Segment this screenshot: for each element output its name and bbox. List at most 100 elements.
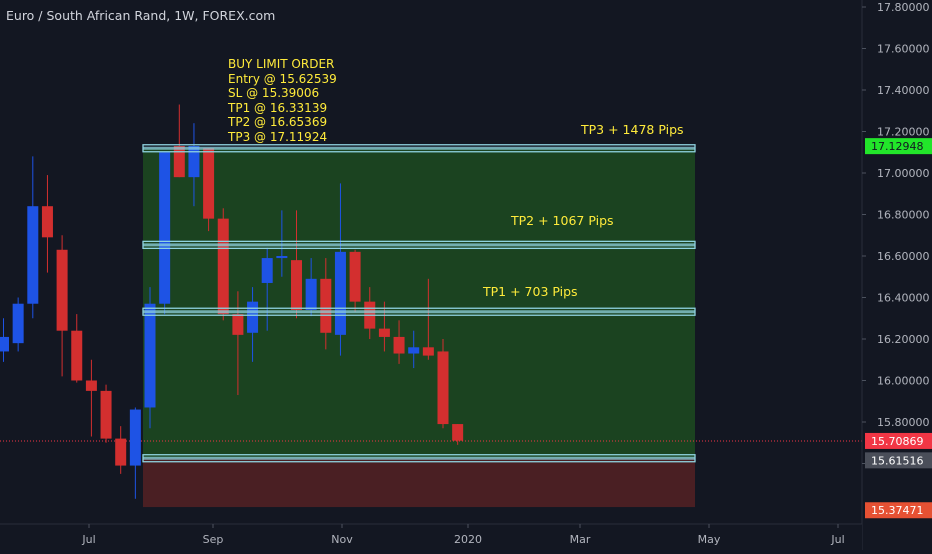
x-tick-label: Mar [570,533,591,546]
candle-body [276,256,288,259]
candle-body [408,347,420,354]
x-tick-label: Jul [830,533,844,546]
candle [56,235,68,377]
candle-body [393,336,405,354]
candle [41,175,53,273]
candle [188,123,200,207]
candle-body [41,206,53,238]
candle [422,278,434,360]
candle [437,339,449,429]
badge-background [865,138,932,155]
candle-body [349,251,361,302]
candle [0,318,9,362]
x-tick-label: May [698,533,721,546]
y-tick-label: 17.20000 [877,126,930,139]
candle-body [291,260,302,310]
candle [320,258,332,350]
order-note-line: SL @ 15.39006 [228,86,320,100]
candle [291,210,302,319]
badge-background [865,432,932,449]
y-tick-label: 17.40000 [877,84,930,97]
x-tick-label: Sep [203,533,224,546]
candle [217,208,229,321]
y-tick-label: 17.00000 [877,167,930,180]
candle [349,249,361,313]
candle [247,287,259,362]
x-tick-label: 2020 [454,533,482,546]
badge-label: 17.12948 [871,140,924,153]
candle-body [0,336,9,352]
candle-body [452,424,464,441]
badge-background [865,502,932,519]
y-tick-label: 16.60000 [877,250,930,263]
candle-body [378,328,390,337]
x-tick-label: Jul [81,533,95,546]
candle-body [100,390,112,439]
candle-body [334,251,346,335]
candle-body [12,303,24,344]
candle [173,104,185,178]
candle-body [173,146,185,178]
order-note-line: TP3 @ 17.11924 [228,129,328,144]
time-axis [0,524,862,550]
candle-body [56,249,68,331]
candle [203,148,215,232]
order-note: BUY LIMIT ORDER Entry @ 15.62539 SL @ 15… [228,57,337,144]
candle [115,426,127,474]
tp1-label: TP1 + 703 Pips [483,284,578,299]
candle-body [422,347,434,356]
candle-body [144,303,156,408]
y-tick-label: 16.00000 [877,375,930,388]
stop-loss-zone [143,458,695,508]
candle [85,359,97,437]
y-tick-label: 16.20000 [877,333,930,346]
candle-body [320,278,332,333]
badge-background [865,452,932,469]
candle-body [217,218,229,315]
y-tick-label: 15.80000 [877,416,930,429]
candle-body [203,148,215,219]
candle [159,152,171,315]
x-tick-label: Nov [331,533,353,546]
order-note-line: BUY LIMIT ORDER [228,57,335,71]
candle-body [27,206,39,304]
candle [452,424,464,445]
candle [129,407,141,499]
tp3-price-badge: 17.12948 [865,138,932,155]
candle-body [188,146,200,178]
order-note-line: TP1 @ 16.33139 [228,100,328,115]
candle [12,297,24,352]
y-tick-label: 16.40000 [877,292,930,305]
sl-price-badge: 15.37471 [865,502,932,519]
order-note-line: TP2 @ 16.65369 [228,115,328,129]
price-price-badge: 15.70869 [865,432,932,449]
candle-body [115,438,127,466]
candle [27,156,39,319]
chart-title: Euro / South African Rand, 1W, FOREX.com [6,8,276,23]
candle [408,330,420,369]
tp2-label: TP2 + 1067 Pips [511,213,614,228]
profit-zone [143,148,695,459]
candle [393,320,405,364]
candle [261,247,273,331]
candle-body [247,301,259,333]
candle-body [129,409,141,466]
candle [100,384,112,443]
order-note-line: Entry @ 15.62539 [228,71,337,86]
entry-price-badge: 15.61516 [865,452,932,469]
y-tick-label: 17.60000 [877,43,930,56]
badge-label: 15.70869 [871,435,924,448]
candle [378,301,390,352]
y-tick-label: 17.80000 [877,1,930,14]
y-tick-label: 16.80000 [877,209,930,222]
candle-body [261,258,273,283]
tp3-label: TP3 + 1478 Pips [581,122,684,137]
candle-body [305,278,317,310]
candle-body [232,314,244,335]
candle [305,258,317,317]
candle [334,183,346,356]
candle-body [437,351,449,425]
candle-body [85,380,97,391]
